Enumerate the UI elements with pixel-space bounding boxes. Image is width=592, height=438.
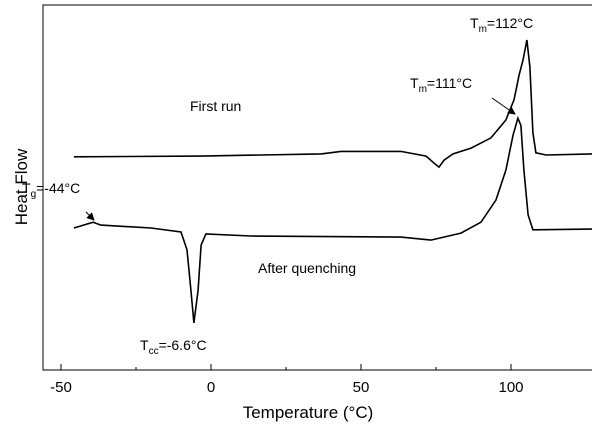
x-tick-label: 0 [207,379,215,396]
y-axis-label: Heat Flow [12,148,31,225]
annotation: Tcc=-6.6°C [140,337,207,357]
annotation-base: T [140,337,149,353]
annotation: Tm=111°C [410,75,472,95]
annotation: Tm=112°C [470,15,533,35]
annotation-sub: g [31,189,37,200]
annotation-sub: m [479,24,487,35]
x-axis-label: Temperature (°C) [243,403,374,422]
annotation-rest: =-44°C [36,180,80,196]
annotation: Tg=-44°C [22,180,80,200]
series-label: After quenching [258,260,356,276]
annotation-sub: m [419,84,427,95]
annotation-rest: =112°C [487,15,533,31]
annotation-base: T [470,15,479,31]
annotation-rest: =111°C [427,75,472,91]
data-line [73,115,592,324]
x-tick-label: 100 [498,379,523,396]
x-tick-label: -50 [50,379,72,396]
annotation-sub: cc [149,346,159,357]
annotation-base: T [22,180,31,196]
plot-frame [42,4,592,371]
arrow [85,211,95,221]
data-line [73,39,592,169]
series-label: First run [190,98,241,114]
annotation-rest: =-6.6°C [159,337,207,353]
arrow [491,97,516,115]
x-tick-label: 50 [353,379,370,396]
annotation-base: T [410,75,419,91]
